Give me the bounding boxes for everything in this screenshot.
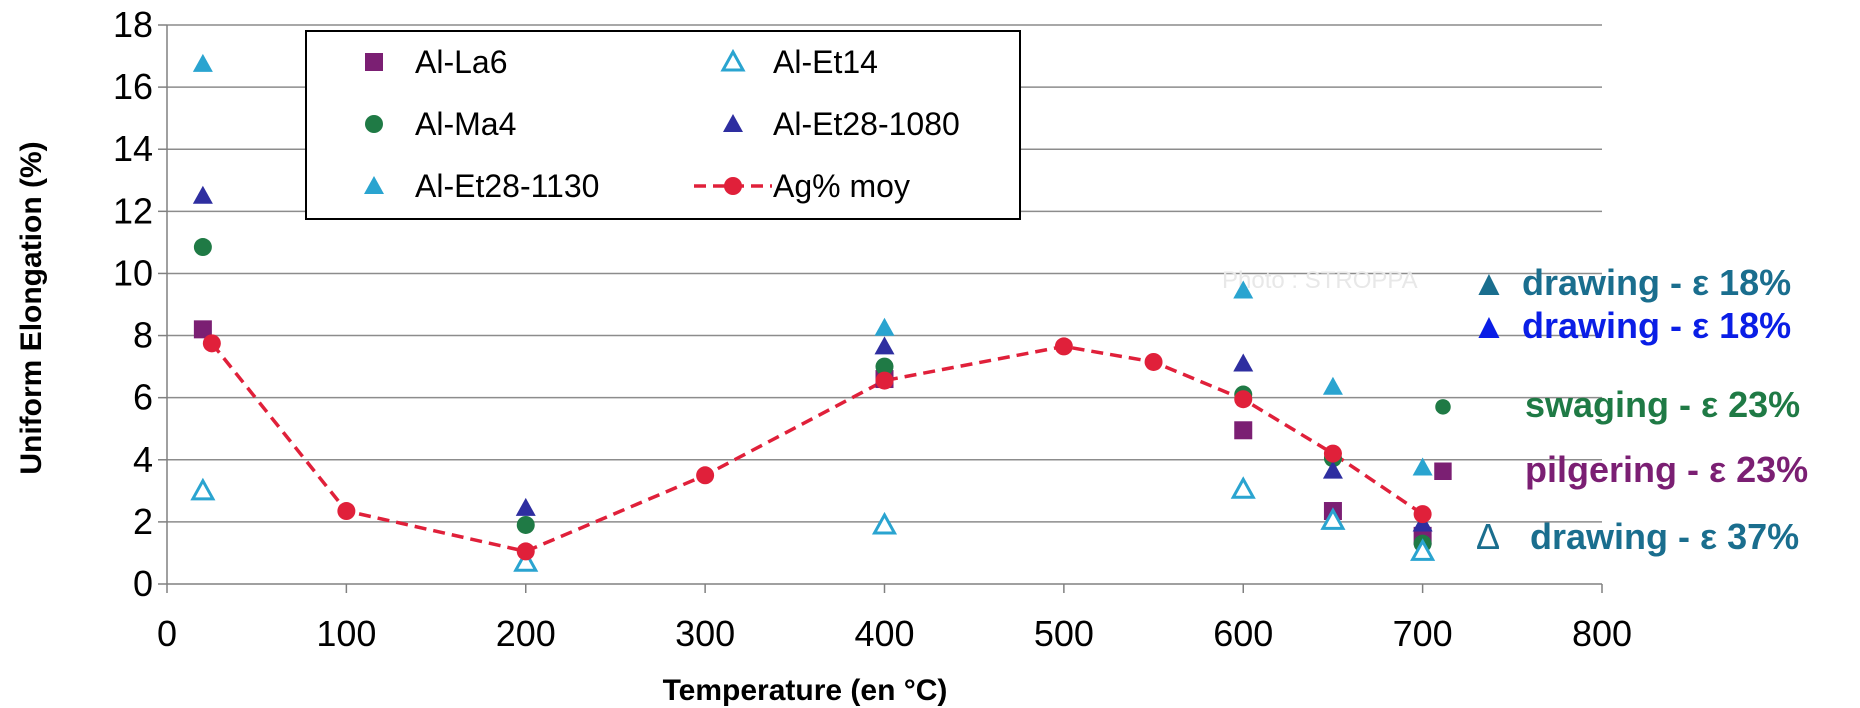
process-label-marker: ▲: [1471, 305, 1507, 346]
data-point-al-et28-1130: [1322, 376, 1343, 395]
y-tick-label: 0: [133, 563, 153, 604]
data-point-al-ma4: [193, 238, 212, 257]
y-tick-label: 4: [133, 439, 153, 480]
plot-area: [190, 53, 1436, 572]
y-tick-label: 16: [113, 66, 153, 107]
y-tick-label: 18: [113, 4, 153, 45]
process-labels: ▲ drawing - ε 18% ▲ drawing - ε 18% ● swaging…: [1432, 262, 1808, 557]
x-tick-label: 600: [1213, 613, 1273, 654]
data-point-al-et28-1130: [874, 317, 895, 336]
axes: [166, 25, 1603, 593]
legend-label: Al-La6: [415, 44, 508, 80]
data-point-ag-moy: [1234, 390, 1253, 409]
data-point-al-et28-1130: [192, 53, 213, 72]
legend-marker: [723, 114, 743, 132]
data-point-al-la6: [193, 320, 212, 339]
x-axis-title: Temperature (en °C): [663, 674, 948, 707]
process-label-marker: ■: [1432, 449, 1454, 490]
y-tick-label: 10: [113, 252, 153, 293]
y-tick-label: 2: [133, 501, 153, 542]
legend-marker: [720, 48, 746, 72]
data-point-al-et14: [871, 511, 898, 535]
x-tick-label: 700: [1393, 613, 1453, 654]
x-tick-label: 300: [675, 613, 735, 654]
process-label-text: pilgering - ε 23%: [1525, 449, 1808, 490]
data-point-ag-moy: [1054, 337, 1073, 356]
data-point-al-et28-1130: [1412, 457, 1433, 476]
data-point-al-et28-1080: [515, 497, 536, 516]
process-label-marker: ▲: [1471, 262, 1507, 303]
data-point-ag-moy: [1323, 444, 1342, 463]
process-label-text: drawing - ε 18%: [1522, 305, 1791, 346]
process-label-text: swaging - ε 23%: [1525, 384, 1800, 425]
data-point-al-et28-1080: [1322, 460, 1343, 479]
y-tick-label: 12: [113, 190, 153, 231]
data-point-al-la6: [1234, 421, 1253, 440]
y-tick-label: 14: [113, 128, 153, 169]
data-point-al-et28-1080: [874, 336, 895, 355]
legend-label: Al-Ma4: [415, 106, 516, 142]
data-point-al-ma4: [875, 357, 894, 376]
data-point-ag-moy: [337, 502, 356, 521]
data-point-al-et14: [190, 477, 216, 501]
legend-marker: [364, 176, 384, 194]
data-point-al-et14: [1230, 476, 1256, 499]
y-axis-title: Uniform Elongation (%): [15, 141, 48, 474]
data-point-ag-moy: [875, 371, 894, 390]
data-point-ag-moy: [1144, 352, 1163, 371]
y-tick-label: 8: [133, 315, 153, 356]
legend-label: Al-Et28-1080: [773, 106, 960, 142]
x-tick-label: 400: [854, 613, 914, 654]
y-tick-labels: 0 2 4 6 8 10 12 14 16 18: [113, 4, 153, 604]
process-label-marker: Δ: [1476, 516, 1500, 557]
x-tick-label: 0: [157, 613, 177, 654]
legend-label: Al-Et28-1130: [415, 168, 599, 204]
data-point-al-et28-1080: [1233, 353, 1254, 372]
data-point-al-et28-1130: [1233, 280, 1254, 299]
data-point-al-et14: [1410, 538, 1436, 561]
data-point-al-et14: [513, 549, 539, 572]
data-point-al-et28-1080: [192, 185, 213, 204]
x-tick-label: 500: [1034, 613, 1094, 654]
legend-marker: [724, 177, 742, 195]
legend-marker: [365, 115, 383, 133]
process-label-marker: ●: [1432, 384, 1454, 425]
data-point-ag-moy: [1413, 505, 1432, 524]
data-point-al-et14: [1320, 507, 1346, 530]
legend-marker: [365, 53, 383, 71]
x-tick-labels: 0 100 200 300 400 500 600 700 800: [157, 613, 1632, 654]
data-point-ag-moy: [696, 466, 715, 485]
x-tick-label: 800: [1572, 613, 1632, 654]
x-tick-label: 100: [316, 613, 376, 654]
legend: Al-La6 Al-Et14 Al-Ma4 Al-Et28-1080 Al-Et28-1…: [305, 30, 1021, 220]
process-label-text: drawing - ε 18%: [1522, 262, 1791, 303]
x-tick-label: 200: [496, 613, 556, 654]
data-point-ag-moy: [202, 334, 221, 353]
legend-label: Al-Et14: [773, 44, 878, 80]
process-label-text: drawing - ε 37%: [1530, 516, 1799, 557]
legend-box: [305, 30, 1021, 220]
series-line-ag-moy: [210, 342, 1424, 554]
data-point-al-ma4: [516, 515, 535, 534]
legend-label: Ag% moy: [773, 168, 910, 204]
y-tick-label: 6: [133, 377, 153, 418]
data-point-ag-moy: [516, 542, 535, 561]
watermark: Photo : STROPPA: [1222, 267, 1418, 294]
